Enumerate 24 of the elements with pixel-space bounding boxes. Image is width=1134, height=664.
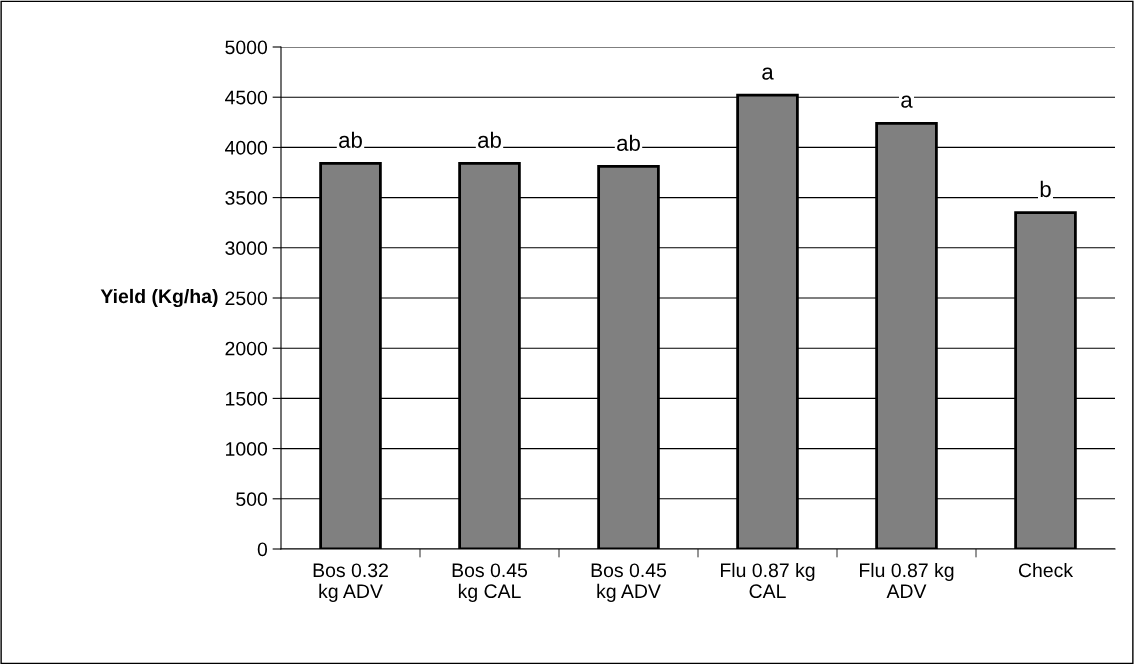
x-tick-label: Bos 0.45 kg CAL — [452, 563, 528, 602]
y-tick-label: 4000 — [225, 140, 268, 155]
y-tick-label: 1000 — [226, 442, 268, 456]
annotation: a — [762, 67, 774, 80]
x-tick-label: Check — [1018, 562, 1074, 578]
annotation: b — [1040, 180, 1051, 198]
y-tick-label: 500 — [236, 492, 268, 507]
y-tick-label: 2500 — [225, 291, 268, 306]
annotation: ab — [339, 131, 362, 148]
x-tick-label: Bos 0.32 kg ADV — [313, 563, 388, 602]
annotation: a — [901, 95, 913, 108]
annotation: ab — [617, 134, 640, 151]
y-tick-label: 3000 — [225, 241, 268, 256]
x-tick-label: Bos 0.45 kg ADV — [591, 563, 667, 602]
y-tick-label: 2000 — [225, 341, 268, 356]
y-tick-label: 5000 — [225, 40, 268, 55]
y-tick-label: 0 — [257, 542, 268, 557]
y-axis-title: Yield (Kg/ha) — [100, 288, 218, 308]
annotation: ab — [478, 131, 501, 148]
y-tick-label: 4500 — [225, 90, 268, 105]
x-tick-label: Flu 0.87 kg ADV — [860, 562, 954, 598]
y-tick-label: 1500 — [226, 391, 268, 406]
y-tick-label: 3500 — [225, 191, 268, 205]
x-tick-label: Flu 0.87 kg CAL — [721, 562, 815, 599]
